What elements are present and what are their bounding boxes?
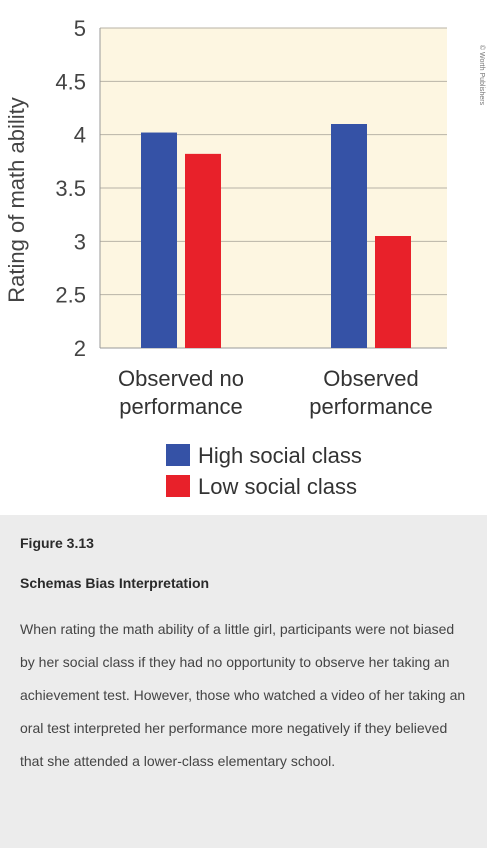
- bar-high-1: [331, 124, 367, 348]
- chart-area: 2 2.5 3 3.5 4 4.5 5 Observed no performance Obser…: [4, 16, 486, 499]
- category-label: performance: [309, 394, 433, 419]
- bar-chart: 2 2.5 3 3.5 4 4.5 5 Observed no performance Obser…: [4, 16, 486, 499]
- publisher-credit: © Worth Publishers: [478, 45, 486, 106]
- figure-caption: Figure 3.13 Schemas Bias Interpretation …: [0, 515, 487, 848]
- y-tick-label: 4: [74, 123, 86, 148]
- legend-label: Low social class: [198, 474, 357, 499]
- y-tick-label: 3: [74, 229, 86, 254]
- y-tick-label: 2: [74, 336, 86, 361]
- category-label: performance: [119, 394, 243, 419]
- bar-low-1: [375, 236, 411, 348]
- category-label: Observed no: [118, 366, 244, 391]
- bar-low-0: [185, 153, 221, 348]
- y-tick-label: 4.5: [55, 69, 86, 94]
- legend-swatch: [166, 475, 190, 497]
- legend-label: High social class: [198, 443, 362, 468]
- y-tick-label: 5: [74, 16, 86, 41]
- y-tick-label: 2.5: [55, 283, 86, 308]
- legend-swatch: [166, 444, 190, 466]
- category-label: Observed: [323, 366, 418, 391]
- figure-number: Figure 3.13: [20, 535, 94, 551]
- y-axis-label: Rating of math ability: [4, 97, 29, 302]
- y-tick-label: 3.5: [55, 176, 86, 201]
- bar-high-0: [141, 132, 177, 348]
- figure-description: When rating the math ability of a little…: [20, 621, 466, 769]
- figure-title: Schemas Bias Interpretation: [20, 575, 210, 591]
